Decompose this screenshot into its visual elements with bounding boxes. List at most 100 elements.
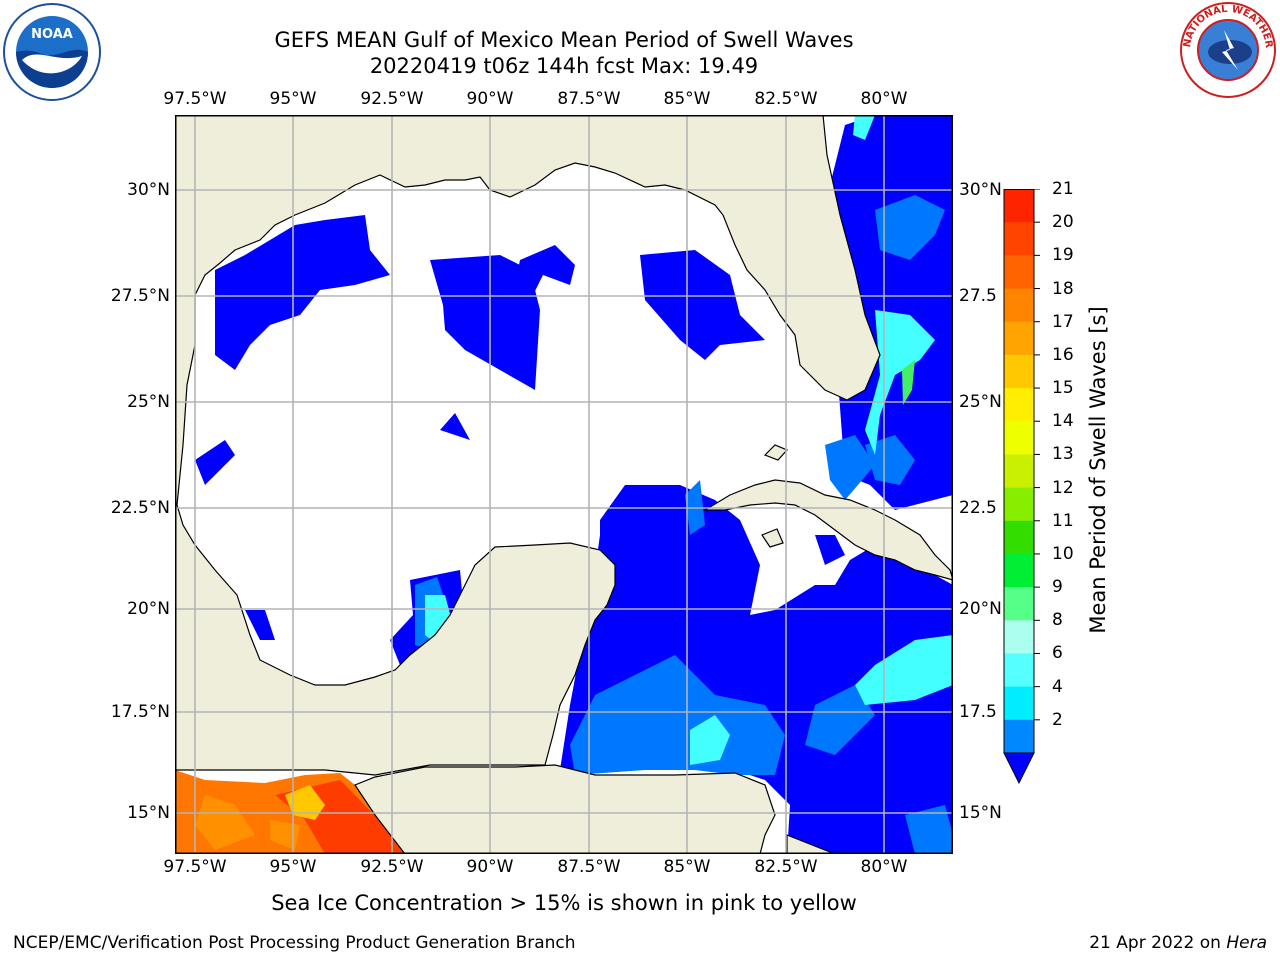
colorbar-tick-label: 9 xyxy=(1052,577,1063,598)
lon-label-top: 80°W xyxy=(860,89,908,109)
swell-region-mid xyxy=(825,435,875,500)
colorbar-tick-label: 20 xyxy=(1052,212,1074,233)
colorbar-tick-label: 13 xyxy=(1052,444,1074,465)
colorbar-tick-label: 16 xyxy=(1052,344,1074,365)
colorbar-segment xyxy=(1004,553,1034,588)
cuba xyxy=(702,479,953,581)
swell-region-mid xyxy=(805,685,875,755)
swell-period-fields xyxy=(175,115,953,854)
colorbar-segment xyxy=(1004,354,1034,389)
colorbar-frame xyxy=(1003,189,1035,754)
swell-region-low xyxy=(640,250,765,360)
colorbar-segment xyxy=(1004,487,1034,522)
colorbar-segment xyxy=(1004,255,1034,290)
lat-label-right: 20°N xyxy=(959,599,1002,619)
lat-label-right: 30°N xyxy=(959,180,1002,200)
colorbar-tick-label: 15 xyxy=(1052,378,1074,399)
colorbar-tick-label: 19 xyxy=(1052,245,1074,266)
gulf-map xyxy=(175,115,953,854)
swell-region-cyan xyxy=(690,715,730,765)
lat-label-right: 22.5 xyxy=(959,498,997,518)
lon-label-bottom: 85°W xyxy=(663,857,711,877)
colorbar-segment xyxy=(1004,653,1034,688)
lon-label-bottom: 90°W xyxy=(466,857,514,877)
lat-label-right: 15°N xyxy=(959,803,1002,823)
lon-label-bottom: 82.5°W xyxy=(754,857,818,877)
colorbar-segment xyxy=(1004,686,1034,721)
swell-region-cyan xyxy=(853,115,875,140)
colorbar-segment xyxy=(1004,520,1034,555)
lon-label-top: 90°W xyxy=(466,89,514,109)
colorbar-label: Mean Period of Swell Waves [s] xyxy=(1086,306,1110,634)
colorbar-segment xyxy=(1004,189,1034,223)
noaa-logo: NOAA xyxy=(3,3,101,101)
colorbar-tick-label: 12 xyxy=(1052,477,1074,498)
colorbar-segment xyxy=(1004,288,1034,323)
colorbar-tick-label: 14 xyxy=(1052,411,1074,432)
colorbar-segment xyxy=(1004,719,1034,754)
svg-text:NOAA: NOAA xyxy=(31,27,73,42)
footer-credit: NCEP/EMC/Verification Post Processing Pr… xyxy=(13,933,576,953)
swell-region-low xyxy=(815,535,845,565)
lat-label-left: 22.5°N xyxy=(110,498,170,518)
colorbar-segment xyxy=(1004,454,1034,489)
swell-region-high xyxy=(285,785,325,820)
swell-region-high xyxy=(195,795,255,850)
lon-label-bottom: 80°W xyxy=(860,857,908,877)
swell-region-mid xyxy=(865,435,915,485)
graticule xyxy=(175,115,953,854)
map-frame xyxy=(175,115,953,854)
florida-keys-islands xyxy=(763,444,789,461)
colorbar-tick-label: 6 xyxy=(1052,643,1063,664)
colorbar-segment xyxy=(1004,321,1034,356)
footer-date: 21 Apr 2022 on Hera xyxy=(1089,933,1267,953)
lat-label-left: 17.5°N xyxy=(110,702,170,722)
swell-region-mid xyxy=(570,655,785,775)
lon-label-top: 95°W xyxy=(269,89,317,109)
sea-ice-note: Sea Ice Concentration > 15% is shown in … xyxy=(271,891,857,915)
swell-region-green xyxy=(902,360,915,405)
colorbar-segment xyxy=(1004,222,1034,256)
chart-title: GEFS MEAN Gulf of Mexico Mean Period of … xyxy=(274,28,854,52)
colorbar-tick-label: 8 xyxy=(1052,610,1063,631)
colorbar-tick-label: 17 xyxy=(1052,311,1074,332)
yucatan-bottom-right xyxy=(786,834,836,854)
colorbar-segment xyxy=(1004,587,1034,621)
footer-machine: Hera xyxy=(1226,933,1267,953)
lon-label-top: 82.5°W xyxy=(754,89,818,109)
lon-label-top: 87.5°W xyxy=(557,89,621,109)
swell-region-cyan xyxy=(855,635,953,705)
lat-label-left: 20°N xyxy=(127,599,170,619)
colorbar-tick-label: 18 xyxy=(1052,278,1074,299)
swell-region-low xyxy=(195,440,235,485)
lat-label-right: 25°N xyxy=(959,392,1002,412)
nws-logo: NATIONAL WEATHER SERVICE xyxy=(1178,0,1276,98)
swell-region-low xyxy=(440,413,470,440)
colorbar-tick-label: 10 xyxy=(1052,543,1074,564)
swell-region-mid xyxy=(905,805,953,854)
colorbar-segment xyxy=(1004,620,1034,654)
colorbar-extend-arrow xyxy=(1003,752,1035,784)
swell-region-low xyxy=(215,215,390,370)
us-gulf-coast xyxy=(175,115,881,776)
swell-region-low xyxy=(245,610,275,640)
lon-label-bottom: 87.5°W xyxy=(557,857,621,877)
lat-label-left: 25°N xyxy=(127,392,170,412)
chart-subtitle: 20220419 t06z 144h fcst Max: 19.49 xyxy=(369,54,759,78)
central-america xyxy=(175,764,776,854)
lat-label-left: 15°N xyxy=(127,803,170,823)
land-masses xyxy=(175,115,953,854)
lon-label-top: 97.5°W xyxy=(163,89,227,109)
colorbar-segment xyxy=(1004,388,1034,422)
lon-label-bottom: 95°W xyxy=(269,857,317,877)
lat-label-right: 17.5 xyxy=(959,702,997,722)
colorbar-tick-label: 21 xyxy=(1052,179,1074,199)
colorbar xyxy=(1003,189,1040,784)
colorbar-tick-label: 2 xyxy=(1052,709,1063,730)
colorbar-tick-label: 4 xyxy=(1052,676,1063,697)
colorbar-segment xyxy=(1004,421,1034,455)
lat-label-left: 30°N xyxy=(127,180,170,200)
lon-label-bottom: 92.5°W xyxy=(360,857,424,877)
lon-label-bottom: 97.5°W xyxy=(163,857,227,877)
lat-label-right: 27.5 xyxy=(959,286,997,306)
